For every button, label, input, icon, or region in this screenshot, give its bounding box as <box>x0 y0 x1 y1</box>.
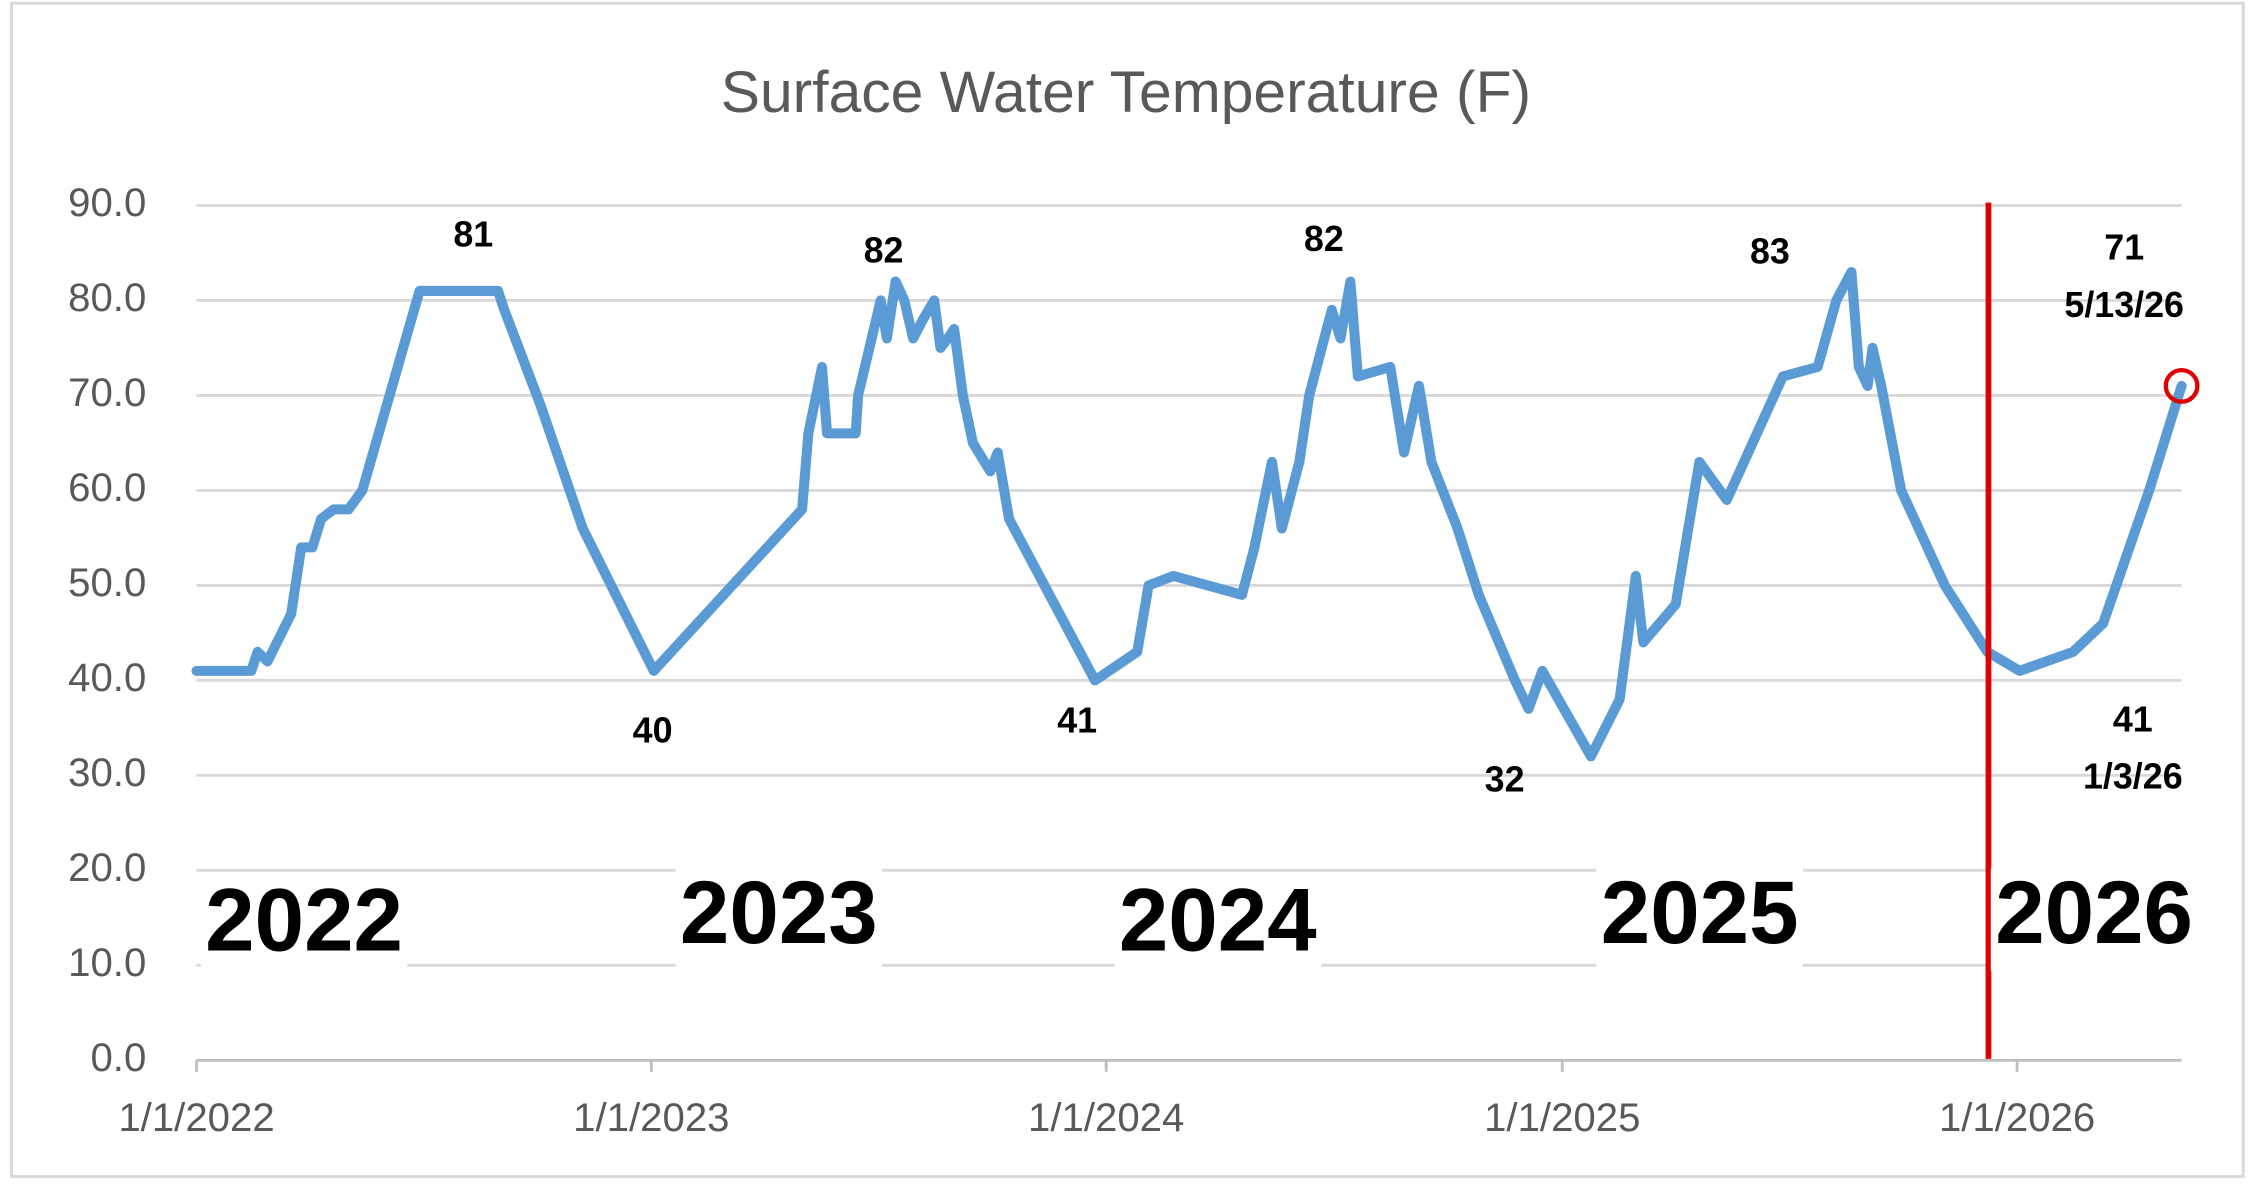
annotation: 41 <box>2113 699 2153 739</box>
annotation: 71 <box>2104 227 2144 267</box>
chart-frame <box>10 1 2245 1178</box>
y-tick-label: 40.0 <box>68 655 146 700</box>
x-tick-label: 1/1/2025 <box>1484 1095 1640 1140</box>
year-label-bg <box>1990 868 2198 972</box>
x-tick-label: 1/1/2023 <box>573 1095 729 1140</box>
annotation: 83 <box>1750 232 1790 272</box>
y-tick-label: 20.0 <box>68 845 146 890</box>
annotation: 82 <box>864 230 904 270</box>
y-tick-label: 0.0 <box>90 1035 146 1080</box>
annotation: 81 <box>453 214 493 254</box>
y-tick-label: 80.0 <box>68 275 146 320</box>
annotation: 41 <box>1057 701 1097 741</box>
year-label: 2022 <box>205 870 403 969</box>
data-line <box>191 266 2187 762</box>
x-tick-label: 1/1/2024 <box>1028 1095 1184 1140</box>
y-tick-label: 10.0 <box>68 940 146 985</box>
annotation: 32 <box>1485 760 1525 800</box>
chart-title: Surface Water Temperature (F) <box>721 60 1531 125</box>
x-tick-label: 1/1/2026 <box>1939 1095 2095 1140</box>
year-label: 2026 <box>1995 863 2193 962</box>
year-label-bg <box>1114 875 1322 979</box>
y-tick-label: 30.0 <box>68 750 146 795</box>
annotation: 5/13/26 <box>2064 285 2184 325</box>
annotation: 82 <box>1304 219 1344 259</box>
y-tick-label: 70.0 <box>68 370 146 415</box>
annotation: 1/3/26 <box>2083 757 2183 797</box>
y-tick-label: 60.0 <box>68 465 146 510</box>
year-label-bg <box>1596 868 1803 972</box>
year-label: 2023 <box>680 863 878 962</box>
y-tick-label: 90.0 <box>68 180 146 225</box>
year-label: 2025 <box>1601 863 1799 962</box>
year-label-bg <box>675 868 883 972</box>
x-tick-label: 1/1/2022 <box>118 1095 274 1140</box>
y-tick-label: 50.0 <box>68 560 146 605</box>
year-label: 2024 <box>1119 870 1317 969</box>
year-label-bg <box>200 875 408 979</box>
annotation: 40 <box>633 711 673 751</box>
highlight-circle <box>2163 367 2200 404</box>
